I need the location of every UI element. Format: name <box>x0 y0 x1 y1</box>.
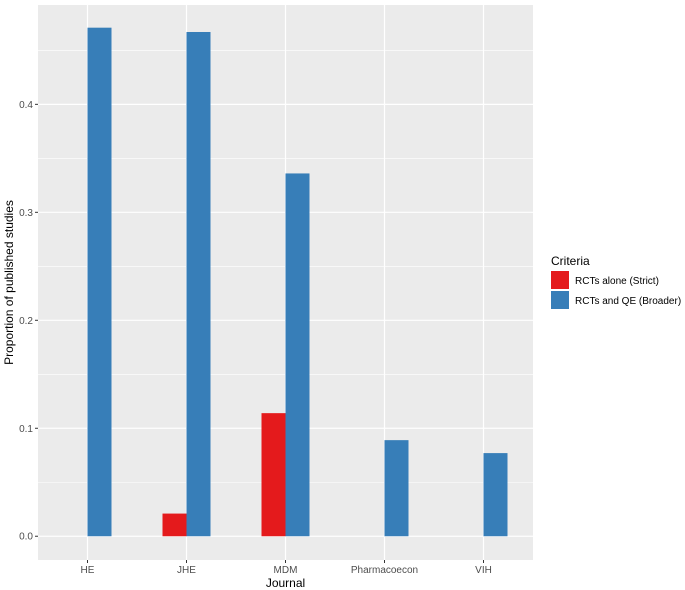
x-tick-label: JHE <box>177 565 196 576</box>
bar-pharmacoecon-series-2 <box>384 440 409 537</box>
y-tick-label: 0.0 <box>19 532 33 543</box>
bar-vih-series-2 <box>483 453 508 537</box>
y-tick-label: 0.3 <box>19 208 33 219</box>
y-tick-label: 0.2 <box>19 316 33 327</box>
legend-key-2 <box>551 291 569 309</box>
legend-title: Criteria <box>551 254 590 268</box>
x-tick-label: MDM <box>274 565 298 576</box>
bar-mdm-series-2 <box>285 173 310 537</box>
legend-label-1: RCTs alone (Strict) <box>575 276 659 287</box>
y-tick-label: 0.1 <box>19 424 33 435</box>
legend: Criteria RCTs alone (Strict) RCTs and QE … <box>551 254 681 309</box>
x-tick-label: Pharmacoecon <box>351 565 418 576</box>
x-tick-label: VIH <box>475 565 492 576</box>
y-axis-ticks: 0.0 0.1 0.2 0.3 0.4 <box>19 100 38 543</box>
x-tick-label: HE <box>81 565 95 576</box>
bar-mdm-series-1 <box>261 413 286 537</box>
legend-key-1 <box>551 271 569 289</box>
bar-jhe-series-1 <box>162 513 187 537</box>
bars <box>87 27 508 537</box>
x-axis-title: Journal <box>266 576 305 590</box>
legend-label-2: RCTs and QE (Broader) <box>575 296 681 307</box>
y-axis-title: Proportion of published studies <box>2 200 16 365</box>
bar-jhe-series-2 <box>186 31 211 537</box>
bar-he-series-2 <box>87 27 112 537</box>
x-axis-ticks: HE JHE MDM Pharmacoecon VIH <box>81 560 492 576</box>
y-tick-label: 0.4 <box>19 100 33 111</box>
